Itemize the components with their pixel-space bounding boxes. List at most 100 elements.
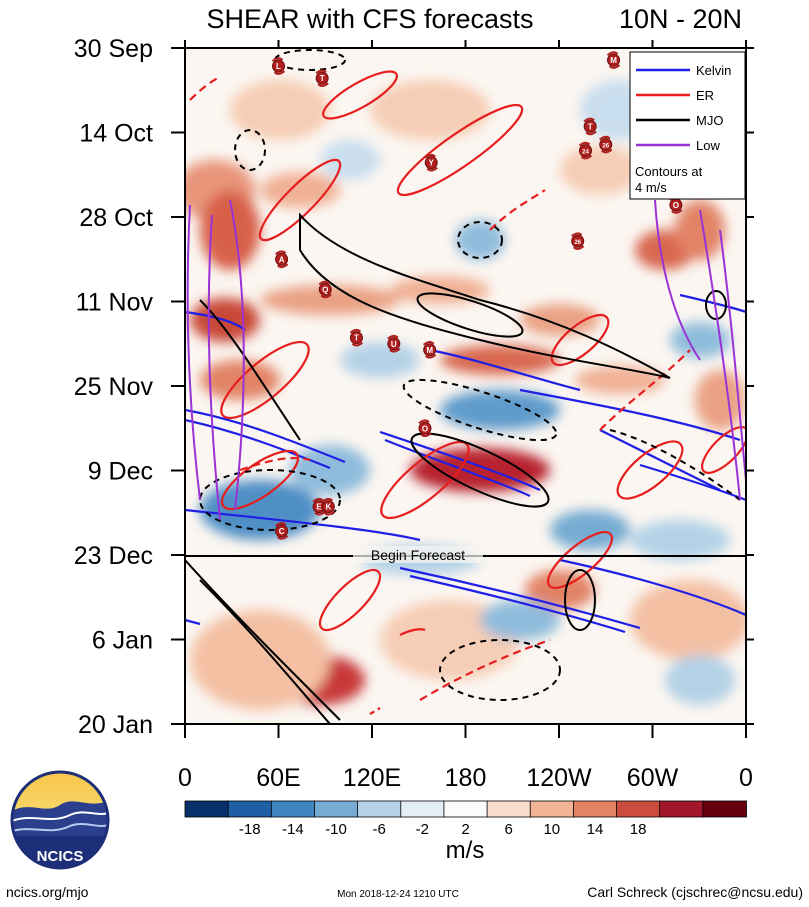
- colorbar-tick-label: -10: [325, 821, 347, 838]
- storm-swirl: [321, 497, 336, 516]
- storm-label: 26: [602, 144, 609, 150]
- colorbar-cell: [529, 800, 575, 818]
- storm-marker: Y: [424, 153, 438, 172]
- colorbar-tick-label: 18: [630, 821, 647, 838]
- colorbar-cell: [184, 800, 230, 818]
- storm-label: Q: [322, 285, 328, 294]
- storm-swirl: [578, 141, 593, 160]
- y-tick-label: 14 Oct: [79, 120, 153, 148]
- y-tick-label: 28 Oct: [79, 204, 153, 232]
- storm-marker: A: [274, 250, 289, 268]
- storm-icon: [349, 331, 363, 345]
- chart-title: SHEAR with CFS forecasts: [206, 4, 533, 34]
- storm-marker: M: [423, 341, 437, 359]
- colorbar-tick-label: 14: [587, 821, 604, 838]
- storm-icon: [571, 234, 585, 248]
- low-contours: [186, 199, 746, 521]
- storm-swirl: [274, 522, 289, 540]
- storm-swirl: [599, 135, 613, 154]
- storm-icon: [387, 337, 401, 351]
- storm-marker: O: [418, 419, 432, 437]
- storm-label: K: [325, 503, 331, 512]
- storm-icon: [583, 119, 597, 133]
- legend-label-mjo: MJO: [696, 113, 723, 128]
- storm-label: A: [279, 255, 285, 264]
- storm-swirl: [418, 419, 432, 437]
- colorbar: -18 -14 -10 -6 -2 2 6 10 14 18 m/s: [184, 800, 747, 864]
- storm-marker: E: [312, 497, 326, 516]
- storm-marker: T: [315, 69, 329, 87]
- legend-label-kelvin: Kelvin: [696, 63, 731, 78]
- y-tick-label: 6 Jan: [92, 627, 153, 655]
- footer-author: Carl Schreck (cjschrec@ncsu.edu): [587, 884, 803, 900]
- legend-note-line1: Contours at: [635, 164, 703, 179]
- colorbar-cell: [270, 800, 316, 818]
- ncics-logo: NCICS: [10, 770, 110, 870]
- storm-swirl: [349, 328, 364, 347]
- colorbar-cell: [357, 800, 402, 818]
- storm-label: C: [279, 527, 285, 536]
- storm-marker: L: [271, 57, 286, 75]
- colorbar-tick-label: -18: [239, 821, 261, 838]
- legend-label-er: ER: [696, 88, 714, 103]
- colorbar-tick-label: -2: [416, 821, 429, 838]
- storm-swirl: [315, 69, 329, 87]
- storm-swirl: [271, 57, 286, 75]
- storm-icon: [272, 59, 285, 73]
- colorbar-cell: [227, 800, 273, 818]
- storm-marker: T: [583, 117, 597, 136]
- storm-swirl: [423, 341, 437, 359]
- storm-swirl: [274, 250, 289, 268]
- storm-icon: [578, 144, 592, 158]
- x-tick-label: 60E: [256, 764, 300, 792]
- x-tick-label: 120W: [526, 764, 592, 792]
- colorbar-cell: [616, 800, 661, 818]
- storm-swirl: [606, 51, 621, 69]
- colorbar-cell: [659, 800, 704, 818]
- storm-marker: K: [321, 497, 336, 516]
- footer-website: ncics.org/mjo: [6, 884, 89, 900]
- storm-icon: [423, 343, 437, 357]
- storm-swirl: [424, 153, 438, 172]
- storm-marker: C: [274, 522, 289, 540]
- storm-label: 24: [582, 150, 589, 156]
- storm-label: Y: [429, 159, 435, 168]
- storm-label: 26: [574, 240, 581, 246]
- storm-icon: [607, 53, 621, 67]
- storm-swirl: [387, 335, 401, 353]
- colorbar-tick-label: -6: [373, 821, 386, 838]
- colorbar-cell: [443, 800, 488, 818]
- x-tick-label: 180: [445, 764, 487, 792]
- legend-box: [629, 51, 746, 200]
- storm-swirl: [318, 280, 332, 299]
- storm-label: T: [588, 122, 593, 131]
- colorbar-tick-label: 6: [504, 821, 512, 838]
- y-tick-label: 25 Nov: [74, 373, 154, 401]
- y-axis: 30 Sep 14 Oct 28 Oct 11 Nov 25 Nov 9 Dec 23 De…: [74, 35, 754, 739]
- y-tick-label: 20 Jan: [78, 711, 153, 739]
- storm-icon: [275, 524, 289, 538]
- x-tick-label: 0: [178, 764, 192, 792]
- storm-label: M: [610, 56, 617, 65]
- storm-marker: T: [349, 328, 364, 347]
- storm-swirl: [312, 497, 326, 516]
- colorbar-tick-label: 10: [543, 821, 560, 838]
- storm-icon: [418, 421, 432, 435]
- legend: Kelvin ER MJO Low Contours at 4 m/s: [629, 51, 746, 200]
- colorbar-cell: [314, 800, 359, 818]
- storm-marker: 26: [571, 232, 585, 250]
- colorbar-cell: [702, 800, 747, 818]
- storm-swirl: [583, 117, 597, 136]
- x-tick-label: 0: [739, 764, 753, 792]
- storm-icon: [315, 71, 329, 85]
- storm-markers: L T M T 24 26 Y O 26 A Q T U M O E K C: [271, 51, 683, 540]
- colorbar-cell: [400, 800, 445, 818]
- x-tick-label: 60W: [627, 764, 679, 792]
- storm-icon: [424, 156, 438, 170]
- footer-timestamp: Mon 2018-12-24 1210 UTC: [337, 889, 459, 900]
- legend-label-low: Low: [696, 138, 720, 153]
- colorbar-tick-label: 2: [461, 821, 469, 838]
- storm-label: L: [276, 62, 281, 71]
- logo-text: NCICS: [37, 848, 84, 865]
